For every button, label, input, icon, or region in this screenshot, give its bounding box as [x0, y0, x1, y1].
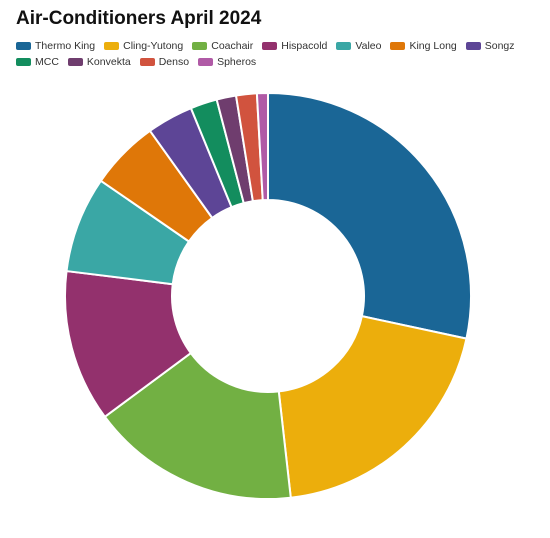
- slice-spheros: [255, 92, 269, 202]
- legend-item-cling-yutong: Cling-Yutong: [104, 40, 183, 52]
- slice-thermo-king: [267, 92, 472, 340]
- legend-label: King Long: [409, 40, 457, 52]
- chart-title: Air-Conditioners April 2024: [16, 8, 262, 29]
- legend-label: Denso: [158, 56, 190, 68]
- legend-label: Valeo: [355, 40, 382, 52]
- legend-label: Thermo King: [35, 40, 96, 52]
- legend-swatch: [67, 58, 83, 66]
- legend-swatch: [198, 58, 214, 66]
- legend-item-songz: Songz: [465, 40, 515, 52]
- legend-item-konvekta: Konvekta: [67, 56, 131, 68]
- legend-swatch: [262, 42, 278, 50]
- legend: Thermo King Cling-Yutong Coachair Hispacold…: [16, 40, 536, 68]
- legend-item-king-long: King Long: [390, 40, 457, 52]
- legend-label: Konvekta: [86, 56, 131, 68]
- legend-swatch: [16, 42, 31, 50]
- legend-swatch: [465, 42, 481, 50]
- legend-item-valeo: Valeo: [336, 40, 381, 52]
- legend-swatch: [336, 42, 352, 50]
- legend-label: Hispacold: [281, 40, 328, 52]
- legend-label: Spheros: [217, 56, 257, 68]
- slice-coachair: [103, 352, 292, 500]
- legend-label: Cling-Yutong: [123, 40, 184, 52]
- legend-label: MCC: [35, 56, 59, 68]
- legend-item-spheros: Spheros: [198, 56, 256, 68]
- legend-label: Songz: [484, 40, 515, 52]
- legend-swatch: [192, 42, 208, 50]
- slice-cling-yutong: [277, 315, 468, 499]
- legend-swatch: [139, 58, 155, 66]
- legend-item-coachair: Coachair: [192, 40, 253, 52]
- legend-label: Coachair: [211, 40, 254, 52]
- legend-item-thermo-king: Thermo King: [16, 40, 95, 52]
- legend-swatch: [104, 42, 120, 50]
- legend-item-mcc: MCC: [16, 56, 59, 68]
- legend-item-denso: Denso: [139, 56, 190, 68]
- legend-swatch: [16, 58, 31, 66]
- legend-item-hispacold: Hispacold: [262, 40, 327, 52]
- legend-swatch: [390, 42, 406, 50]
